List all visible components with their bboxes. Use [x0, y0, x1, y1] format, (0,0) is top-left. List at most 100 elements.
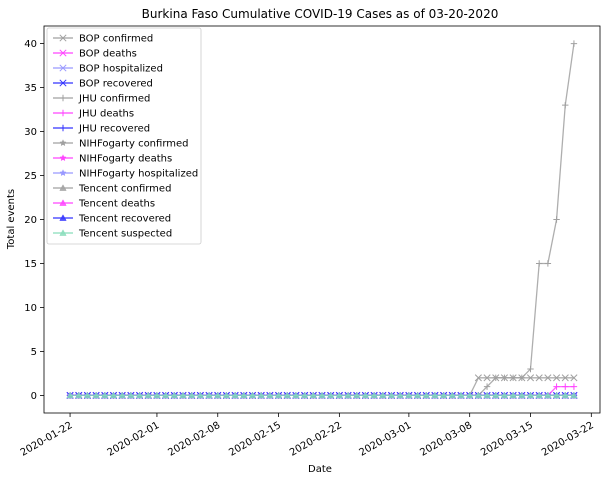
legend-label: NIHFogarty hospitalized — [79, 169, 198, 180]
y-tick-label: 40 — [24, 39, 37, 50]
data-point — [483, 374, 491, 382]
legend-item: Tencent confirmed — [53, 184, 171, 195]
legend-marker — [59, 109, 67, 117]
legend-marker — [59, 214, 67, 221]
legend-marker — [59, 154, 67, 162]
data-point — [570, 374, 578, 382]
legend-item: NIHFogarty deaths — [53, 154, 172, 165]
data-point — [509, 391, 517, 399]
data-point — [248, 391, 257, 399]
data-point — [466, 391, 474, 399]
legend-marker — [59, 139, 67, 147]
legend-marker — [59, 34, 67, 42]
data-point — [509, 374, 517, 382]
data-point — [553, 374, 561, 382]
data-point — [440, 391, 448, 399]
legend: BOP confirmed BOP deaths BOP hospitalized B… — [46, 27, 202, 245]
legend-label: Tencent suspected — [78, 229, 172, 240]
data-point — [483, 383, 491, 390]
legend-item: BOP deaths — [53, 49, 137, 60]
legend-item: Tencent deaths — [53, 199, 155, 210]
legend-item: BOP hospitalized — [53, 64, 163, 75]
legend-marker — [59, 94, 67, 102]
data-point — [500, 391, 509, 399]
legend-label: BOP deaths — [79, 49, 137, 60]
data-point — [544, 374, 552, 382]
legend-label: JHU confirmed — [78, 94, 150, 105]
data-point — [570, 383, 578, 390]
data-point — [552, 391, 561, 399]
legend-marker — [59, 64, 67, 72]
legend-item: JHU recovered — [53, 124, 150, 135]
y-tick-label: 10 — [24, 303, 37, 314]
x-axis-label: Date — [308, 464, 332, 475]
data-point — [153, 391, 161, 399]
data-point — [179, 391, 187, 399]
legend-label: JHU deaths — [78, 109, 134, 120]
data-point — [127, 391, 135, 399]
series-tencent-suspected — [66, 391, 578, 399]
legend-item: Tencent recovered — [53, 214, 171, 225]
y-tick-label: 25 — [24, 171, 37, 182]
data-point — [118, 391, 126, 399]
y-axis-label: Total events — [6, 189, 17, 250]
legend-marker — [59, 184, 67, 191]
data-point — [431, 391, 439, 399]
y-tick-label: 0 — [31, 391, 37, 402]
data-point — [562, 383, 569, 390]
data-point — [562, 101, 569, 109]
legend-marker — [59, 79, 67, 87]
legend-marker — [59, 49, 67, 57]
data-point — [292, 391, 300, 399]
legend-label: Tencent confirmed — [78, 184, 171, 195]
data-point — [474, 374, 482, 382]
data-point — [75, 391, 83, 399]
data-point — [501, 374, 508, 382]
data-point — [170, 391, 178, 399]
data-point — [544, 391, 552, 399]
data-point — [309, 391, 317, 399]
data-point — [344, 391, 352, 399]
data-point — [492, 374, 499, 382]
data-point — [405, 391, 413, 399]
data-point — [535, 391, 543, 399]
y-tick-label: 20 — [24, 215, 37, 226]
y-tick-label: 35 — [24, 83, 37, 94]
data-point — [526, 374, 535, 382]
data-point — [457, 391, 465, 399]
data-point — [448, 391, 456, 399]
data-point — [301, 391, 309, 399]
data-point — [535, 260, 543, 267]
y-tick-label: 30 — [24, 127, 37, 138]
legend-item: Tencent suspected — [53, 229, 172, 240]
data-point — [240, 391, 248, 399]
data-point — [335, 391, 343, 399]
data-point — [387, 391, 396, 399]
legend-marker — [59, 124, 67, 132]
legend-label: Tencent recovered — [78, 214, 171, 225]
data-point — [544, 260, 552, 267]
data-point — [318, 391, 326, 399]
data-point — [257, 391, 265, 399]
data-point — [561, 374, 569, 382]
data-point — [162, 391, 170, 399]
data-point — [422, 391, 430, 399]
data-point — [196, 391, 204, 399]
data-point — [231, 391, 239, 399]
data-point — [570, 40, 578, 47]
data-point — [535, 374, 543, 382]
data-point — [274, 391, 283, 399]
data-point — [101, 391, 109, 399]
legend-item: NIHFogarty confirmed — [53, 139, 189, 150]
legend-marker — [59, 229, 67, 236]
data-point — [109, 391, 118, 399]
data-point — [361, 391, 370, 399]
data-point — [518, 391, 526, 399]
legend-label: Tencent deaths — [78, 199, 155, 210]
y-tick-label: 15 — [24, 259, 37, 270]
data-point — [266, 391, 274, 399]
legend-label: NIHFogarty deaths — [79, 154, 172, 165]
data-point — [353, 391, 361, 399]
